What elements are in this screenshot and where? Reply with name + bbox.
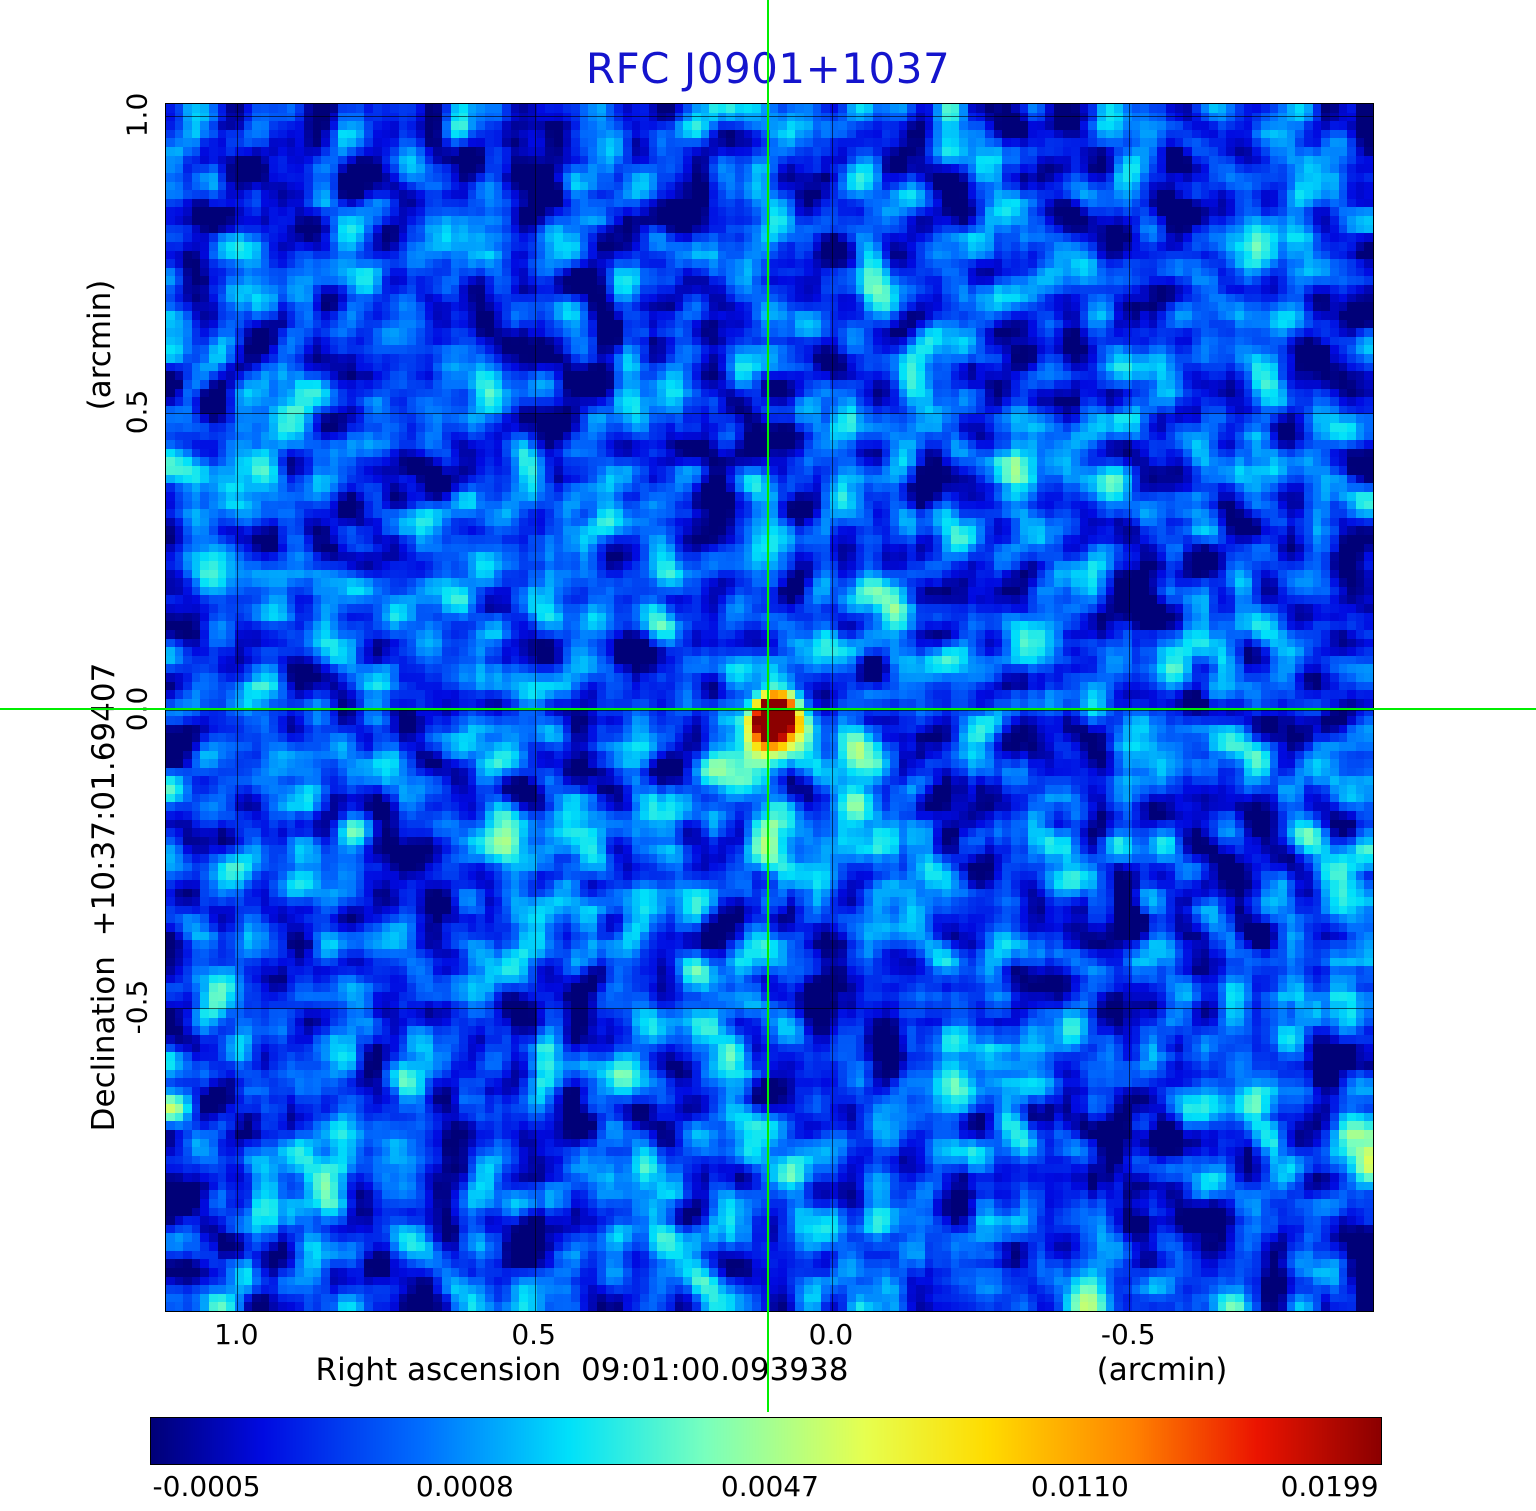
- y-tick-label: -0.5: [120, 979, 154, 1035]
- y-axis-unit-label: (arcmin): [82, 279, 118, 411]
- crosshair-vertical-line: [766, 0, 769, 1412]
- x-tick-label: 0.0: [808, 1318, 854, 1351]
- y-axis-label: Declination +10:37:01.69407: [86, 662, 122, 1132]
- heatmap-canvas: [165, 103, 1374, 1312]
- colorbar-tick-label: 0.0199: [1280, 1470, 1379, 1503]
- x-tick-label: 0.5: [511, 1318, 556, 1351]
- crosshair-horizontal-line: [0, 708, 1536, 711]
- colorbar-tick-label: 0.0008: [415, 1470, 514, 1503]
- colorbar-tick-label: -0.0005: [152, 1470, 261, 1503]
- x-axis-unit-label: (arcmin): [1096, 1352, 1228, 1388]
- plot-title: RFC J0901+1037: [585, 44, 951, 93]
- x-tick-label: 1.0: [214, 1318, 259, 1351]
- colorbar-canvas: [150, 1417, 1382, 1465]
- colorbar-tick-label: 0.0110: [1030, 1470, 1129, 1503]
- x-axis-label: Right ascension 09:01:00.093938: [315, 1352, 849, 1388]
- y-tick-label: 0.5: [120, 389, 154, 435]
- y-tick-label: 1.0: [120, 92, 154, 138]
- x-tick-label: -0.5: [1100, 1318, 1156, 1351]
- colorbar-tick-label: 0.0047: [720, 1470, 819, 1503]
